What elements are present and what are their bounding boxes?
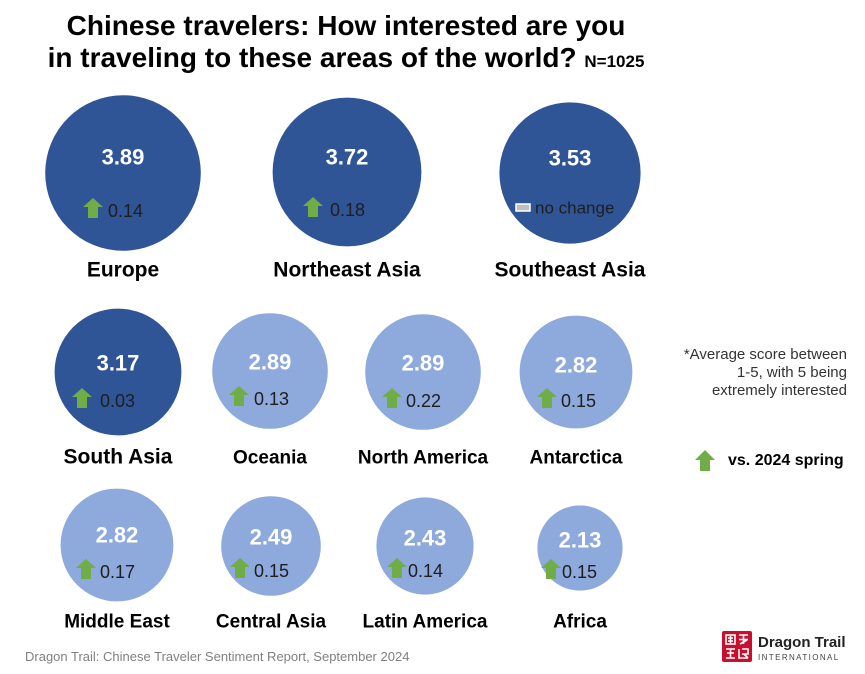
bubble-change-latin-america: 0.14 (408, 561, 443, 581)
bubble-value-northeast-asia: 3.72 (326, 145, 369, 170)
bubble-change-europe: 0.14 (108, 201, 143, 221)
bubble-north-america: 2.89 0.22 North America (358, 314, 489, 469)
up-arrow-icon (537, 388, 557, 408)
bubble-value-north-america: 2.89 (402, 351, 445, 376)
up-arrow-icon (229, 386, 249, 406)
bubble-label-northeast-asia: Northeast Asia (273, 259, 421, 282)
up-arrow-icon (72, 388, 92, 408)
bubble-value-latin-america: 2.43 (404, 526, 447, 551)
bubble-label-middle-east: Middle East (64, 612, 170, 633)
bubble-circle-africa (537, 505, 623, 591)
bubble-value-oceania: 2.89 (249, 350, 292, 375)
up-arrow-icon (303, 197, 323, 217)
note-line-2: 1-5, with 5 being (736, 364, 847, 381)
bubble-africa: 2.13 0.15 Africa (537, 505, 623, 633)
bubble-antarctica: 2.82 0.15 Antarctica (519, 315, 633, 469)
bubble-change-north-america: 0.22 (406, 391, 441, 411)
up-arrow-icon (387, 558, 407, 578)
bubble-value-central-asia: 2.49 (250, 525, 293, 550)
no-change-icon (515, 203, 531, 212)
bubble-oceania: 2.89 0.13 Oceania (212, 313, 328, 469)
bubble-change-southeast-asia: no change (535, 199, 614, 218)
score-note: *Average score between 1-5, with 5 being… (627, 346, 847, 400)
up-arrow-icon (382, 388, 402, 408)
bubble-middle-east: 2.82 0.17 Middle East (60, 488, 174, 633)
bubble-change-africa: 0.15 (562, 562, 597, 582)
dragon-trail-logo: Dragon Trail INTERNATIONAL (722, 631, 848, 663)
bubble-southeast-asia: 3.53 no change Southeast Asia (495, 102, 646, 282)
bubble-value-middle-east: 2.82 (96, 523, 139, 548)
bubble-circle-central-asia (221, 496, 321, 596)
bubble-change-northeast-asia: 0.18 (330, 200, 365, 220)
legend-label: vs. 2024 spring (728, 452, 844, 469)
bubble-value-europe: 3.89 (102, 145, 145, 170)
bubble-label-southeast-asia: Southeast Asia (495, 259, 646, 282)
title-line-2: in traveling to these areas of the world… (47, 42, 577, 73)
logo-name: Dragon Trail (758, 634, 846, 651)
bubble-value-south-asia: 3.17 (97, 351, 140, 376)
bubble-circle-southeast-asia (499, 102, 641, 244)
up-arrow-icon (76, 559, 96, 579)
bubble-label-africa: Africa (553, 612, 607, 633)
bubble-value-southeast-asia: 3.53 (549, 146, 592, 171)
bubble-circle-northeast-asia (272, 97, 422, 247)
up-arrow-icon (541, 559, 561, 579)
bubble-change-oceania: 0.13 (254, 389, 289, 409)
bubble-change-middle-east: 0.17 (100, 562, 135, 582)
logo-tagline: INTERNATIONAL (758, 653, 840, 662)
bubble-change-central-asia: 0.15 (254, 561, 289, 581)
note-line-3: extremely interested (711, 382, 847, 399)
bubble-label-south-asia: South Asia (64, 446, 173, 469)
bubble-label-north-america: North America (358, 448, 489, 469)
bubble-change-south-asia: 0.03 (100, 391, 135, 411)
legend-up-arrow-icon (695, 450, 715, 471)
bubble-europe: 3.89 0.14 Europe (45, 95, 201, 282)
bubble-label-europe: Europe (87, 259, 159, 282)
up-arrow-icon (230, 558, 250, 578)
dragon-trail-seal-icon (722, 631, 752, 662)
bubble-value-antarctica: 2.82 (555, 353, 598, 378)
bubble-value-africa: 2.13 (559, 528, 602, 553)
bubble-latin-america: 2.43 0.14 Latin America (363, 497, 488, 633)
sample-size: N=1025 (584, 52, 645, 71)
footer-source: Dragon Trail: Chinese Traveler Sentiment… (25, 649, 410, 664)
up-arrow-icon (83, 198, 103, 218)
chart-title: Chinese travelers: How interested are yo… (0, 10, 692, 78)
bubble-change-antarctica: 0.15 (561, 391, 596, 411)
title-line-1: Chinese travelers: How interested are yo… (66, 10, 626, 41)
bubble-label-latin-america: Latin America (363, 612, 488, 633)
bubble-label-central-asia: Central Asia (216, 612, 327, 633)
bubble-south-asia: 3.17 0.03 South Asia (54, 308, 182, 469)
note-line-1: *Average score between (683, 346, 847, 363)
bubble-label-oceania: Oceania (233, 448, 307, 469)
bubble-central-asia: 2.49 0.15 Central Asia (216, 496, 327, 633)
title-line-2-row: in traveling to these areas of the world… (0, 42, 692, 78)
bubble-northeast-asia: 3.72 0.18 Northeast Asia (272, 97, 422, 282)
bubble-label-antarctica: Antarctica (530, 448, 623, 469)
bubble-circle-europe (45, 95, 201, 251)
